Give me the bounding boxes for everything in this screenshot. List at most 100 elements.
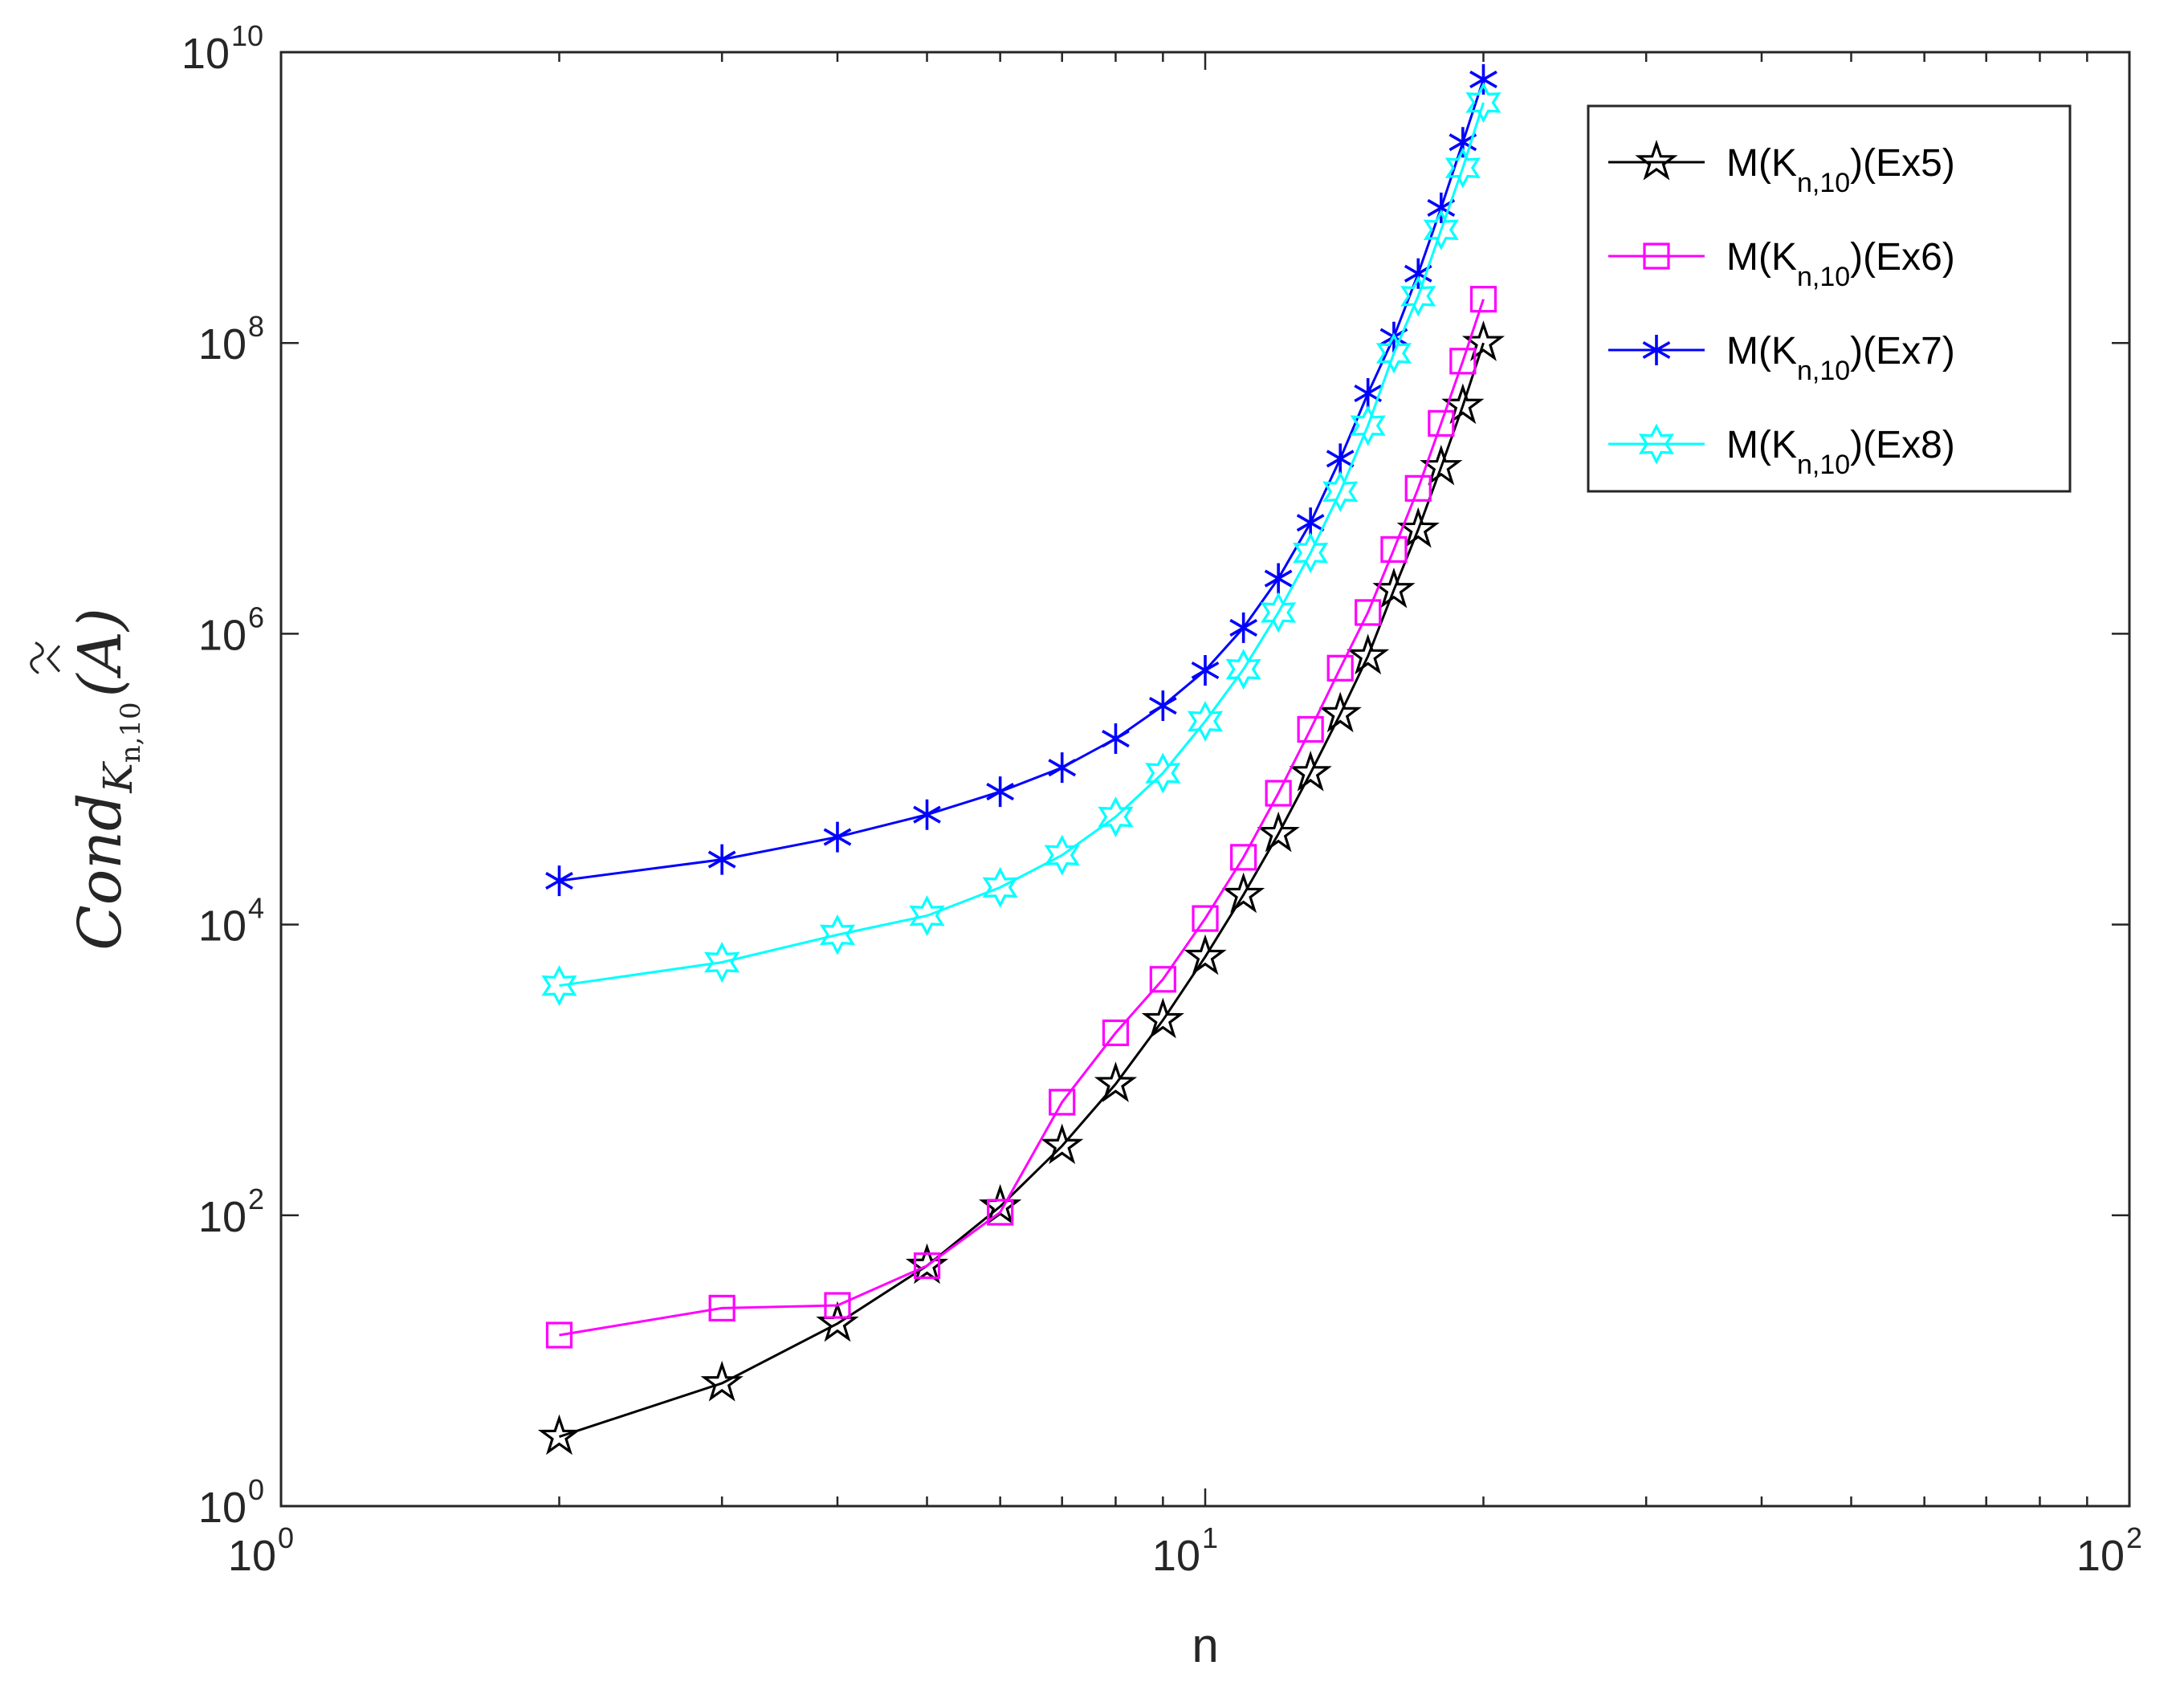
data-marker bbox=[1098, 796, 1134, 838]
y-tick-base: 10 bbox=[198, 902, 247, 951]
data-marker bbox=[1423, 209, 1459, 250]
y-axis-label-subsubscript: n,10 bbox=[115, 702, 147, 763]
data-marker bbox=[1297, 715, 1324, 743]
legend-label: M(Kn,10)(Ex6) bbox=[1726, 236, 1955, 292]
data-marker bbox=[537, 1414, 581, 1456]
data-marker bbox=[1322, 470, 1359, 512]
data-marker bbox=[1094, 1061, 1138, 1102]
y-tick-base: 10 bbox=[181, 30, 230, 78]
data-marker bbox=[823, 821, 852, 853]
y-tick-base: 10 bbox=[198, 1193, 247, 1241]
data-marker bbox=[1141, 997, 1184, 1039]
y-tick-base: 10 bbox=[198, 1484, 247, 1532]
series-ex8 bbox=[541, 82, 1502, 1007]
legend-label-pre: M(K bbox=[1726, 424, 1797, 466]
legend-label-sub: n,10 bbox=[1797, 262, 1850, 292]
legend: M(Kn,10)(Ex5)M(Kn,10)(Ex6)M(Kn,10)(Ex7)M… bbox=[1587, 104, 2072, 493]
data-marker bbox=[1191, 655, 1220, 686]
data-marker bbox=[1229, 612, 1257, 643]
data-marker bbox=[1289, 750, 1332, 792]
y-tick-base: 10 bbox=[198, 320, 247, 368]
widetilde-accent bbox=[30, 641, 44, 674]
data-marker bbox=[1449, 348, 1477, 375]
data-marker bbox=[1293, 532, 1329, 574]
data-marker bbox=[909, 895, 945, 937]
data-marker bbox=[1257, 811, 1300, 853]
y-axis-label-base: Cond bbox=[66, 793, 135, 951]
data-marker bbox=[1230, 844, 1257, 871]
data-marker bbox=[1187, 700, 1224, 742]
y-tick-exponent: 6 bbox=[248, 601, 264, 633]
data-marker bbox=[1428, 409, 1455, 437]
data-marker bbox=[1318, 691, 1362, 733]
data-marker bbox=[913, 799, 941, 830]
data-marker bbox=[986, 776, 1015, 808]
x-axis-label: n bbox=[1192, 1619, 1218, 1672]
y-tick-label: 10 4 bbox=[198, 892, 264, 951]
y-tick-exponent: 10 bbox=[231, 19, 263, 52]
x-tick-exponent: 0 bbox=[278, 1521, 294, 1554]
x-tick-label: 10 2 bbox=[2076, 1521, 2142, 1580]
data-marker bbox=[1444, 147, 1481, 189]
data-marker bbox=[1184, 934, 1227, 975]
data-marker bbox=[1465, 82, 1502, 124]
svg-text:CondKn,10(A): CondKn,10 (A) bbox=[66, 608, 147, 951]
data-marker bbox=[1102, 723, 1130, 755]
tick-labels: 10 0 10 1 10 210 010 210 410 610 810 10 bbox=[181, 19, 2142, 1580]
data-marker bbox=[1264, 563, 1293, 594]
data-marker bbox=[700, 1360, 744, 1402]
y-tick-exponent: 2 bbox=[248, 1183, 264, 1215]
series-line bbox=[559, 299, 1485, 1337]
data-marker bbox=[1102, 1019, 1130, 1047]
data-marker bbox=[987, 1199, 1014, 1226]
data-marker bbox=[1635, 139, 1678, 181]
data-marker bbox=[545, 865, 573, 897]
series-line bbox=[559, 102, 1485, 987]
data-marker bbox=[1265, 780, 1292, 807]
legend-label-post: )(Ex6) bbox=[1850, 236, 1955, 279]
y-tick-label: 10 8 bbox=[198, 310, 264, 368]
series-ex6 bbox=[545, 286, 1497, 1349]
data-marker bbox=[1225, 649, 1261, 690]
data-marker bbox=[1261, 592, 1297, 633]
legend-entry: M(Kn,10)(Ex5) bbox=[1608, 139, 1955, 198]
legend-label-pre: M(K bbox=[1726, 236, 1797, 279]
y-tick-exponent: 4 bbox=[248, 892, 264, 925]
x-tick-base: 10 bbox=[1152, 1532, 1200, 1580]
y-axis-label-argument: (A) bbox=[66, 608, 135, 697]
x-tick-label: 10 0 bbox=[228, 1521, 294, 1580]
data-marker bbox=[1145, 752, 1181, 794]
legend-entry: M(Kn,10)(Ex7) bbox=[1608, 330, 1955, 386]
legend-entry: M(Kn,10)(Ex8) bbox=[1608, 423, 1955, 480]
series-ex7 bbox=[545, 63, 1497, 897]
legend-box bbox=[1587, 104, 2072, 493]
data-marker bbox=[982, 866, 1018, 908]
data-marker bbox=[1469, 63, 1497, 95]
data-marker bbox=[1347, 633, 1390, 675]
legend-label-pre: M(K bbox=[1726, 330, 1797, 373]
y-tick-label: 10 6 bbox=[198, 601, 264, 659]
data-marker bbox=[1222, 872, 1265, 914]
data-marker bbox=[1048, 752, 1077, 784]
x-tick-label: 10 1 bbox=[1152, 1521, 1218, 1580]
y-axis-label: CondKn,10 (A) bbox=[30, 608, 147, 951]
axes-box bbox=[279, 51, 2131, 1508]
y-axis-label-subscript: K bbox=[95, 761, 141, 794]
data-marker bbox=[1404, 474, 1432, 502]
x-tick-base: 10 bbox=[228, 1532, 276, 1580]
data-marker bbox=[704, 942, 740, 983]
data-marker bbox=[819, 914, 856, 955]
data-marker bbox=[1469, 286, 1497, 313]
legend-label-post: )(Ex7) bbox=[1850, 330, 1955, 373]
data-marker bbox=[1044, 834, 1080, 876]
data-marker bbox=[1380, 535, 1408, 564]
x-tick-base: 10 bbox=[2076, 1532, 2125, 1580]
y-tick-exponent: 0 bbox=[248, 1473, 264, 1506]
legend-entry: M(Kn,10)(Ex6) bbox=[1608, 236, 1955, 292]
data-marker bbox=[1638, 423, 1675, 465]
data-marker bbox=[913, 1252, 941, 1280]
data-marker bbox=[824, 1292, 851, 1319]
legend-label-post: )(Ex5) bbox=[1850, 142, 1955, 185]
data-marker bbox=[545, 1321, 573, 1349]
y-tick-label: 10 0 bbox=[198, 1473, 264, 1532]
